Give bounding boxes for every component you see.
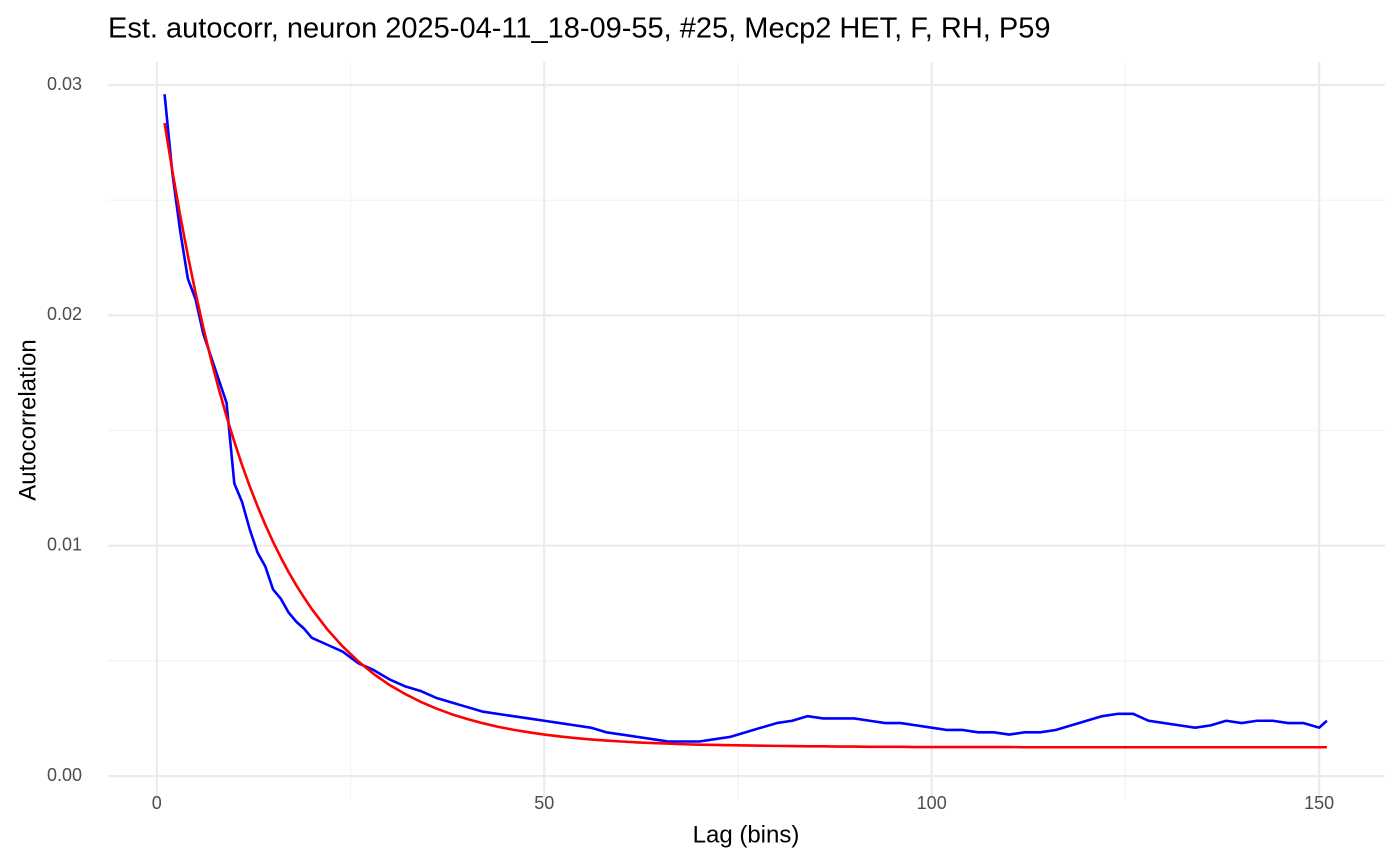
x-tick-label: 100: [917, 793, 947, 813]
x-tick-label: 50: [534, 793, 554, 813]
x-tick-label: 150: [1304, 793, 1334, 813]
y-tick-label: 0.01: [47, 534, 82, 554]
y-axis-label: Autocorrelation: [14, 339, 41, 500]
y-tick-label: 0.00: [47, 765, 82, 785]
x-axis-label: Lag (bins): [693, 821, 800, 848]
chart-title: Est. autocorr, neuron 2025-04-11_18-09-5…: [108, 13, 1051, 45]
y-tick-label: 0.03: [47, 74, 82, 94]
y-tick-label: 0.02: [47, 304, 82, 324]
series-line: [163, 94, 1328, 743]
x-tick-label: 0: [152, 793, 162, 813]
series-line: [163, 122, 1327, 749]
